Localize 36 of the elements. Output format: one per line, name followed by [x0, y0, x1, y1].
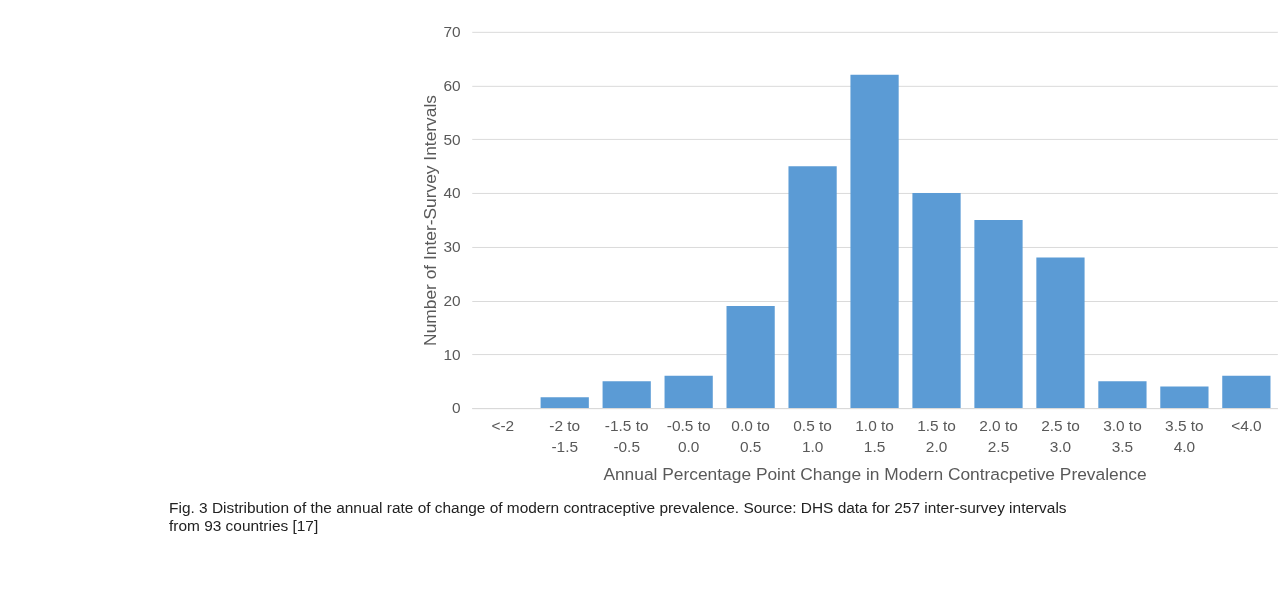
y-tick-label: 20 [443, 291, 461, 309]
bar [726, 305, 775, 409]
x-tick-label: 2.0 to 2.5 [979, 416, 1018, 455]
y-tick-label: 0 [452, 399, 461, 417]
x-tick-label: 1.5 to 2.0 [917, 416, 956, 455]
y-tick-label: 30 [443, 238, 461, 256]
x-tick-label: 0.0 to 0.5 [731, 416, 770, 455]
x-axis-title: Annual Percentage Point Change in Modern Contracpetive Prevalence [603, 463, 1147, 484]
bar [540, 397, 589, 409]
y-tick-label: 50 [443, 130, 461, 148]
bar [602, 381, 651, 409]
x-tick-label: <-2 [491, 416, 515, 434]
y-tick-label: 10 [443, 345, 461, 363]
bar [1098, 381, 1147, 409]
bar [850, 74, 899, 409]
x-tick-label: -1.5 to -0.5 [604, 416, 649, 455]
y-tick-label: 60 [443, 76, 461, 94]
bar [912, 193, 961, 409]
x-tick-label: 2.5 to 3.0 [1041, 416, 1080, 455]
y-tick-label: 40 [443, 184, 461, 202]
y-tick-label: 70 [443, 23, 461, 41]
x-tick-label: -2 to -1.5 [549, 416, 581, 455]
bar [664, 375, 713, 409]
x-tick-label: 3.0 to 3.5 [1103, 416, 1142, 455]
x-tick-label: 1.0 to 1.5 [855, 416, 894, 455]
bar [1160, 386, 1209, 409]
bar [1222, 375, 1271, 409]
y-axis-title: Number of Inter-Survey Intervals [419, 94, 440, 346]
x-tick-label: -0.5 to 0.0 [666, 416, 711, 455]
caption: Fig. 3 Distribution of the annual rate of change of modern contraceptive prevalence. Source: DHS data for 257 inter-survey intervals from 93 countries [17] [169, 499, 1067, 534]
bar [788, 166, 837, 409]
bar [1036, 257, 1085, 409]
x-tick-label: 3.5 to 4.0 [1165, 416, 1204, 455]
bar [974, 219, 1023, 409]
x-tick-label: <4.0 [1231, 416, 1262, 434]
x-tick-label: 0.5 to 1.0 [793, 416, 832, 455]
